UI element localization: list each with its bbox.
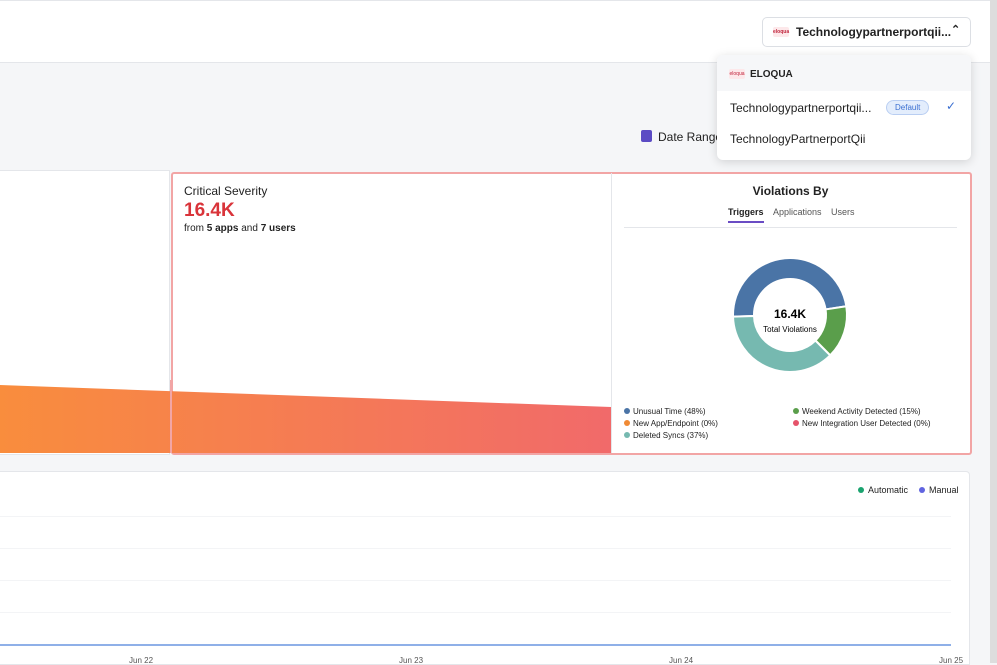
legend-item: Deleted Syncs (37%) (624, 431, 708, 440)
legend-name: New Integration User Detected (802, 419, 912, 428)
divider (611, 173, 612, 453)
x-label: Jun 25 (939, 656, 964, 665)
legend-name: Automatic (868, 485, 909, 495)
users: 7 users (260, 223, 296, 234)
activity-card (0, 471, 970, 665)
grid-line (0, 580, 951, 581)
critical-sub: from 5 apps and 7 users (184, 223, 296, 234)
x-label: Jun 23 (399, 656, 424, 665)
date-range-label: Date Range: (658, 130, 726, 144)
grid-line (0, 516, 951, 517)
default-badge: Default (886, 100, 930, 115)
grid-line (0, 612, 951, 613)
legend-dot (793, 420, 799, 426)
legend-dot (624, 432, 630, 438)
legend-name: Manual (929, 485, 959, 495)
apps: 5 apps (206, 223, 239, 234)
legend-item: New App/Endpoint (0%) (624, 419, 718, 428)
legend-value: (48%) (684, 407, 706, 416)
logo: eloqua (773, 27, 790, 37)
check: ✓ (946, 99, 957, 113)
dropdown-header (717, 55, 971, 91)
legend-value: (37%) (686, 431, 709, 440)
legend-dot (624, 408, 630, 414)
calendar-icon (641, 130, 652, 142)
legend-value: (0%) (913, 419, 931, 428)
legend-dot (858, 487, 864, 493)
legend-item: Unusual Time (48%) (624, 407, 706, 416)
donut-chart: 16.4K Total Violations (731, 257, 848, 373)
critical-title: Critical Severity (184, 184, 268, 198)
critical-value: 16.4K (184, 200, 235, 221)
legend-value: (15%) (899, 407, 921, 416)
legend-dot (624, 420, 630, 426)
tab-divider (624, 227, 957, 228)
donut-slice (731, 315, 832, 373)
x-label: Jun 24 (669, 656, 694, 665)
donut-slice (732, 257, 848, 318)
center-value: 16.4K (774, 307, 806, 321)
legend-name: Deleted Syncs (633, 431, 685, 440)
legend-item: New Integration User Detected (0%) (793, 419, 931, 428)
chevron: ⌃ (951, 24, 961, 36)
grid-line (0, 548, 951, 549)
legend-dot (919, 487, 925, 493)
violations-title: Violations By (752, 184, 829, 198)
tab[interactable]: Users (831, 207, 855, 217)
baseline (0, 644, 951, 646)
tab[interactable]: Applications (773, 207, 822, 217)
legend-item: Manual (919, 485, 959, 495)
center-label: Total Violations (763, 325, 817, 334)
funnel (0, 380, 611, 453)
tab[interactable]: Triggers (728, 207, 764, 223)
dropdown-item[interactable]: TechnologyPartnerportQii (730, 132, 866, 146)
x-label: Jun 22 (129, 656, 154, 665)
legend-dot (793, 408, 799, 414)
legend-item: Weekend Activity Detected (15%) (793, 407, 921, 416)
text: from (184, 223, 204, 234)
legend-item: Automatic (858, 485, 908, 495)
scrollbar (990, 0, 997, 663)
logo: eloqua (729, 69, 745, 79)
text: and (241, 223, 258, 234)
legend-name: New App/Endpoint (633, 419, 699, 428)
group-label: ELOQUA (750, 69, 793, 80)
account-selector[interactable]: eloqua Technologypartnerportqii... ⌃ (762, 17, 971, 47)
legend-name: Unusual Time (633, 407, 682, 416)
account-dropdown: eloqua ELOQUA Technologypartnerportqii..… (717, 55, 971, 160)
account-name: Technologypartnerportqii... (796, 25, 952, 39)
legend-value: (0%) (701, 419, 718, 428)
dropdown-item[interactable]: Technologypartnerportqii... (730, 101, 872, 115)
legend-name: Weekend Activity Detected (802, 407, 898, 416)
